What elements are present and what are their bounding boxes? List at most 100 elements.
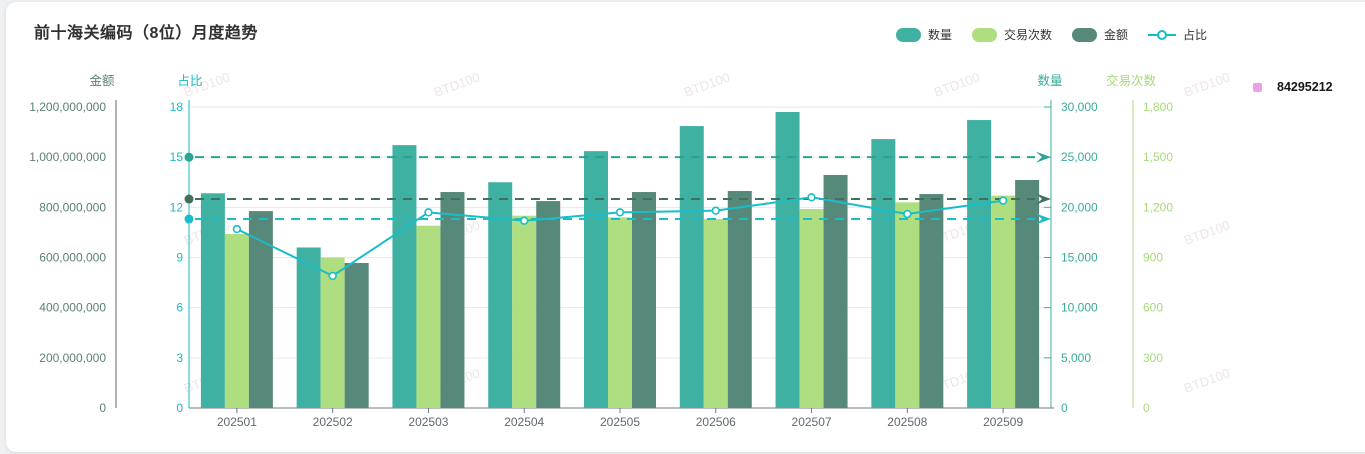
axis-label-trades: 1,500 bbox=[1143, 150, 1173, 164]
ratio-point-202505[interactable] bbox=[615, 208, 625, 217]
axis-label-ratio: 12 bbox=[170, 200, 184, 214]
legend-item-2[interactable]: 金额 bbox=[1071, 26, 1128, 43]
bar-trades-202504[interactable] bbox=[512, 215, 537, 408]
series-tag-color-swatch bbox=[1253, 82, 1262, 92]
legend-line-marker-icon bbox=[1147, 29, 1176, 40]
axis-label-amount: 800,000,000 bbox=[39, 200, 106, 214]
watermark: BTD100 bbox=[1182, 365, 1232, 395]
legend-swatch-icon bbox=[1071, 27, 1097, 42]
bar-count-202506[interactable] bbox=[679, 126, 704, 409]
chart-card: 前十海关编码（8位）月度趋势 数量 交易次数 金额 占比 84295212 BTD10… bbox=[6, 2, 1365, 452]
axis-label-ratio: 0 bbox=[176, 401, 183, 415]
bar-count-202507[interactable] bbox=[775, 112, 800, 409]
bar-amount-202506[interactable] bbox=[727, 191, 752, 408]
x-axis-label: 202506 bbox=[696, 415, 736, 429]
bar-count-202505[interactable] bbox=[584, 151, 608, 408]
series-tag-label: 84295212 bbox=[1277, 80, 1333, 94]
watermark: BTD100 bbox=[932, 69, 982, 99]
ratio-point-202507[interactable] bbox=[807, 193, 816, 202]
axis-label-trades: 1,800 bbox=[1143, 100, 1173, 114]
legend-swatch-icon bbox=[895, 27, 921, 42]
bar-trades-202502[interactable] bbox=[320, 257, 345, 409]
axis-label-count: 0 bbox=[1061, 401, 1068, 415]
axis-label-amount: 200,000,000 bbox=[39, 351, 106, 365]
legend-item-label: 金额 bbox=[1103, 28, 1128, 42]
chart-legend: 数量 交易次数 金额 占比 bbox=[895, 26, 1207, 43]
axis-label-count: 30,000 bbox=[1061, 100, 1098, 114]
bar-trades-202506[interactable] bbox=[703, 219, 728, 408]
axis-label-trades: 600 bbox=[1143, 301, 1163, 315]
axis-label-trades: 0 bbox=[1143, 401, 1150, 415]
bar-count-202509[interactable] bbox=[967, 120, 992, 408]
axis-label-amount: 400,000,000 bbox=[39, 301, 106, 315]
axis-label-count: 5,000 bbox=[1061, 351, 1091, 365]
axis-title-amount: 金额 bbox=[89, 73, 115, 88]
legend-item-label: 数量 bbox=[927, 28, 952, 42]
bar-count-202502[interactable] bbox=[296, 247, 321, 408]
axis-label-ratio: 3 bbox=[176, 351, 183, 365]
legend-item-0[interactable]: 数量 bbox=[895, 26, 952, 43]
watermark: BTD100 bbox=[682, 69, 732, 99]
axis-label-trades: 900 bbox=[1143, 251, 1163, 265]
legend-swatch-icon bbox=[971, 27, 997, 42]
markline-arrow-icon bbox=[1036, 213, 1051, 225]
bar-count-202504[interactable] bbox=[488, 182, 513, 408]
x-axis-label: 202507 bbox=[792, 415, 832, 429]
bar-trades-202503[interactable] bbox=[416, 225, 441, 408]
axis-label-trades: 300 bbox=[1143, 351, 1163, 365]
axis-label-ratio: 15 bbox=[170, 150, 184, 164]
bar-count-202503[interactable] bbox=[392, 145, 417, 409]
bar-amount-202509[interactable] bbox=[1015, 179, 1040, 408]
bar-trades-202509[interactable] bbox=[991, 195, 1016, 408]
bar-trades-202508[interactable] bbox=[895, 202, 920, 408]
markline-start-dot bbox=[184, 214, 194, 224]
bar-amount-202502[interactable] bbox=[344, 263, 369, 408]
bar-amount-202504[interactable] bbox=[536, 201, 561, 408]
legend-item-1[interactable]: 交易次数 bbox=[971, 26, 1052, 43]
axis-title-count: 数量 bbox=[1037, 73, 1062, 88]
axis-label-trades: 1,200 bbox=[1143, 200, 1173, 214]
x-axis-label: 202504 bbox=[504, 415, 544, 429]
axis-label-amount: 1,000,000,000 bbox=[29, 150, 106, 164]
bar-amount-202507[interactable] bbox=[823, 174, 848, 408]
markline-start-dot bbox=[184, 152, 194, 162]
axis-title-trades: 交易次数 bbox=[1106, 73, 1157, 88]
ratio-point-202509[interactable] bbox=[998, 196, 1008, 205]
axis-label-count: 10,000 bbox=[1061, 301, 1098, 315]
axis-label-amount: 0 bbox=[99, 401, 106, 415]
axis-label-ratio: 9 bbox=[176, 251, 183, 265]
ratio-point-202506[interactable] bbox=[711, 206, 720, 215]
axis-title-ratio: 占比 bbox=[177, 73, 202, 88]
ratio-point-202508[interactable] bbox=[903, 209, 912, 219]
markline-arrow-icon bbox=[1036, 151, 1051, 163]
ratio-point-202504[interactable] bbox=[520, 216, 529, 225]
axis-label-amount: 1,200,000,000 bbox=[29, 100, 106, 114]
bar-trades-202507[interactable] bbox=[799, 209, 824, 408]
legend-item-3[interactable]: 占比 bbox=[1147, 26, 1207, 43]
bar-amount-202503[interactable] bbox=[440, 192, 465, 408]
bar-amount-202505[interactable] bbox=[632, 192, 656, 408]
bar-trades-202501[interactable] bbox=[224, 234, 249, 408]
x-axis-label: 202509 bbox=[983, 415, 1023, 429]
bar-amount-202508[interactable] bbox=[919, 194, 944, 408]
bar-count-202501[interactable] bbox=[200, 193, 225, 408]
bar-trades-202505[interactable] bbox=[608, 217, 632, 408]
axis-label-count: 15,000 bbox=[1061, 251, 1098, 265]
axis-label-count: 25,000 bbox=[1061, 150, 1098, 164]
axis-label-ratio: 6 bbox=[176, 301, 183, 315]
ratio-point-202503[interactable] bbox=[424, 208, 433, 217]
watermark: BTD100 bbox=[432, 69, 482, 99]
x-axis-label: 202505 bbox=[600, 415, 640, 429]
markline-arrow-icon bbox=[1036, 193, 1051, 205]
axis-label-amount: 600,000,000 bbox=[39, 251, 106, 265]
bar-count-202508[interactable] bbox=[871, 139, 896, 408]
ratio-point-202501[interactable] bbox=[232, 224, 242, 234]
watermark: BTD100 bbox=[1182, 217, 1232, 247]
x-axis-label: 202503 bbox=[408, 415, 448, 429]
ratio-point-202502[interactable] bbox=[328, 271, 337, 281]
markline-start-dot bbox=[184, 194, 194, 204]
series-tag: 84295212 bbox=[1253, 80, 1333, 94]
x-axis-label: 202508 bbox=[887, 415, 927, 429]
